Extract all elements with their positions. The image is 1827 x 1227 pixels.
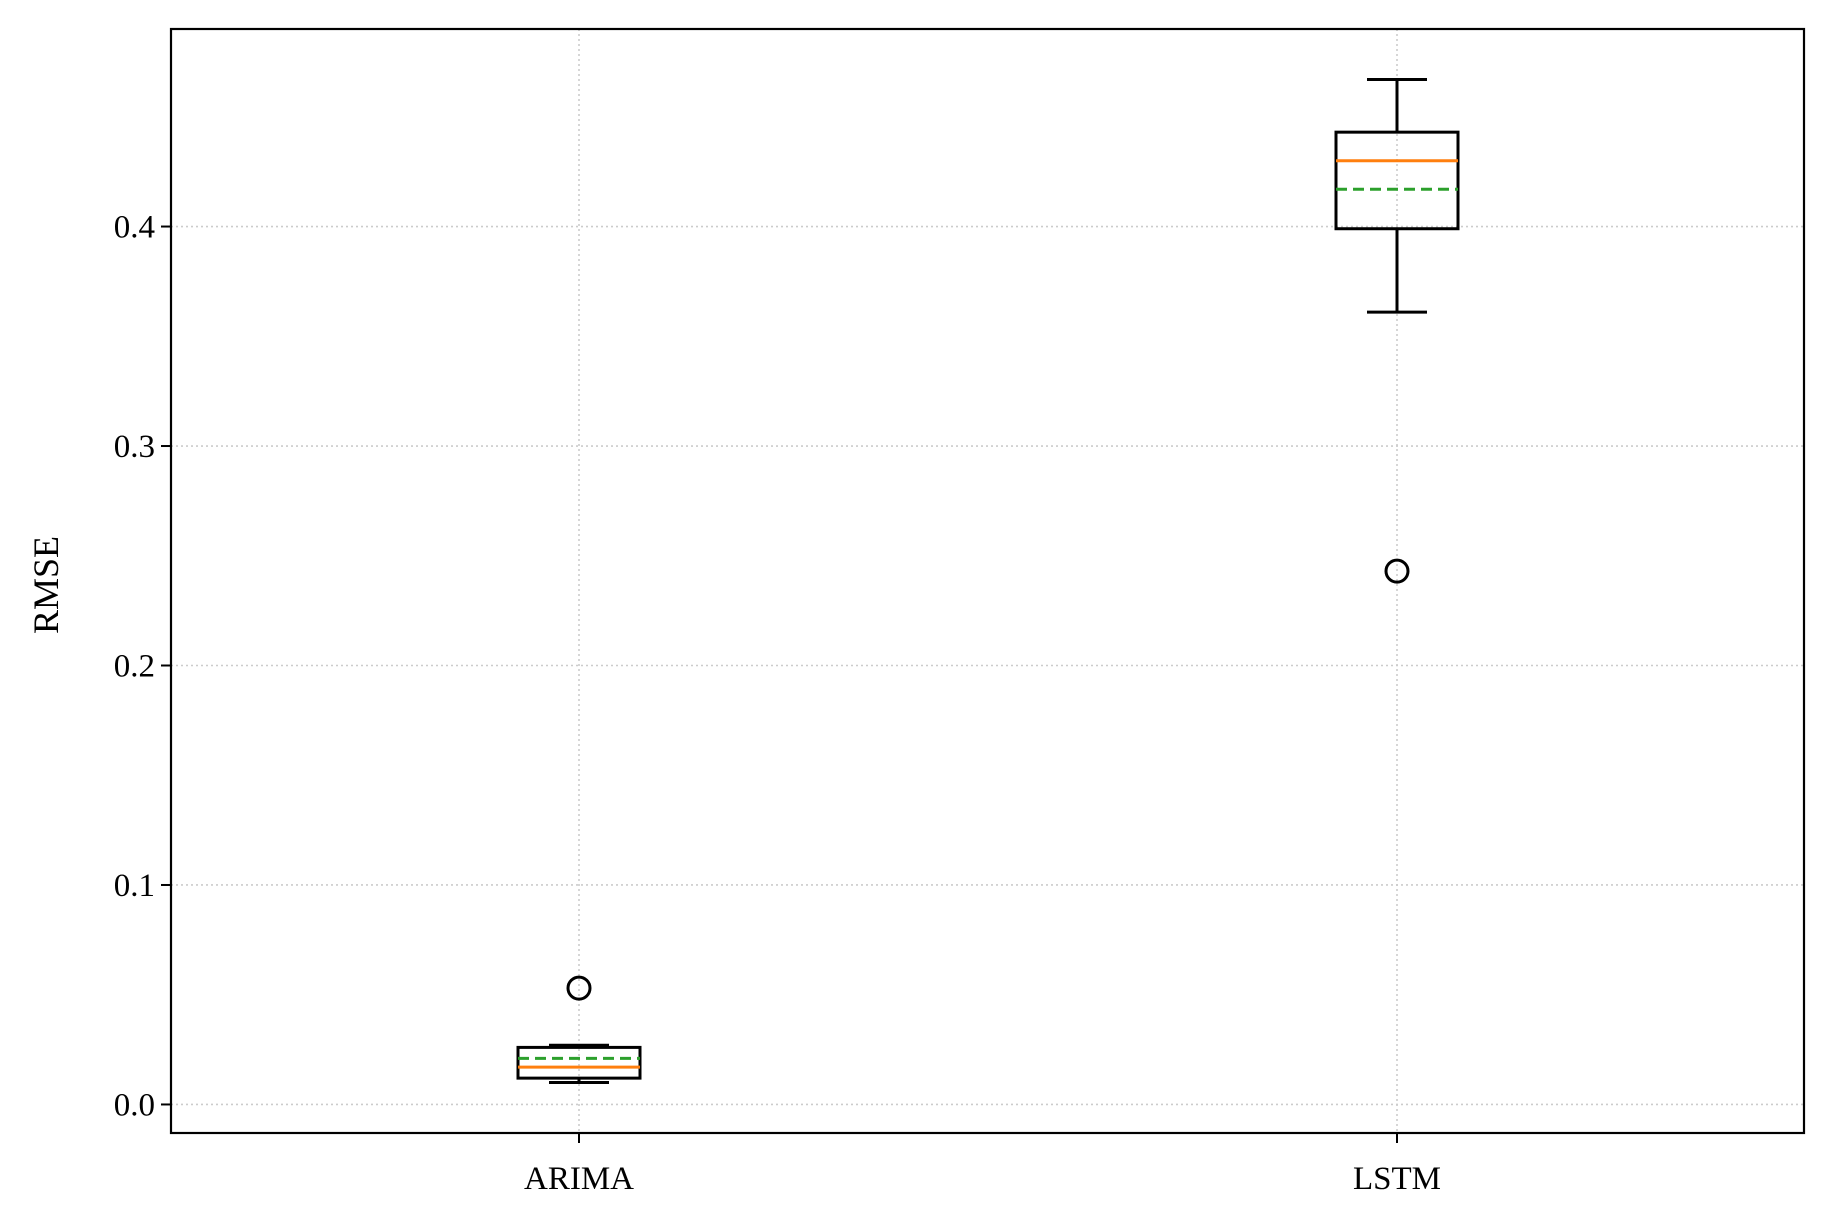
x-tick-label: ARIMA <box>524 1161 634 1197</box>
outlier-point <box>1384 558 1410 584</box>
plot-frame <box>169 27 1806 1135</box>
boxes <box>516 77 1460 1085</box>
box-iqr <box>516 1045 642 1080</box>
x-tick-label: LSTM <box>1353 1161 1441 1197</box>
y-tick-label: 0.3 <box>114 429 155 465</box>
y-tick-label: 0.0 <box>114 1087 155 1123</box>
y-axis-label: RMSE <box>26 536 66 634</box>
box-iqr <box>1334 130 1460 231</box>
grid-lines <box>171 29 1804 1133</box>
outlier-point <box>566 975 592 1001</box>
y-tick-label: 0.4 <box>114 210 155 246</box>
y-tick-label: 0.1 <box>114 868 155 904</box>
y-tick-label: 0.2 <box>114 649 155 685</box>
box-lstm <box>1334 77 1460 584</box>
box-arima <box>516 975 642 1085</box>
axes: 0.0 0.1 0.2 0.3 0.4 ARIMA LSTM <box>114 27 1806 1197</box>
